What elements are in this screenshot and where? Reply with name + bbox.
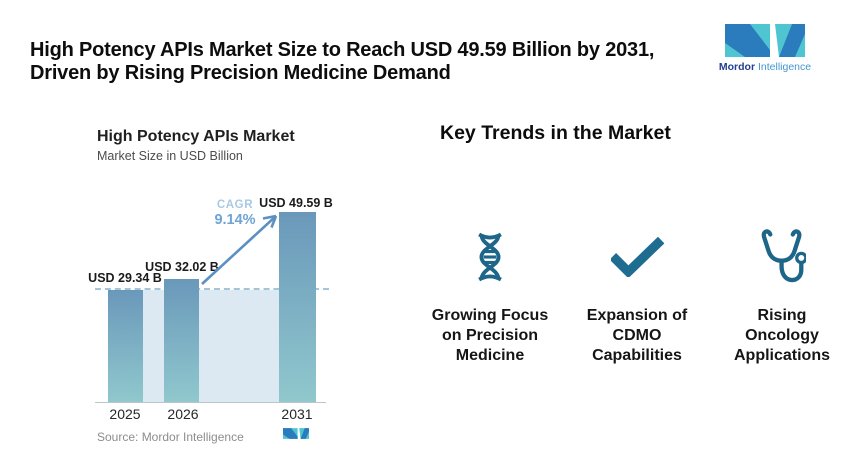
logo-wordmark: Mordor Intelligence [713, 61, 817, 73]
mordor-mini-logo-icon [283, 428, 309, 439]
x-tick-2026: 2026 [167, 406, 199, 422]
page-title: High Potency APIs Market Size to Reach U… [30, 39, 655, 85]
logo-suffix-text: Intelligence [757, 61, 812, 73]
mordor-logo-icon [725, 24, 805, 57]
bar-2031 [279, 212, 316, 402]
trend-icon-box [476, 222, 504, 292]
source-note: Source: Mordor Intelligence [97, 430, 244, 444]
bar-value-label-2025: USD 29.34 B [88, 271, 162, 285]
x-axis-line [95, 402, 326, 403]
bar-2026 [164, 279, 199, 402]
trend-label: Expansion of CDMO Capabilities [586, 307, 688, 364]
cagr-value: 9.14% [214, 212, 256, 228]
stethoscope-icon [761, 229, 806, 283]
logo-brand-text: Mordor [718, 61, 756, 73]
bar-value-label-2026: USD 32.02 B [145, 260, 219, 274]
cagr-label: CAGR [216, 199, 254, 211]
x-tick-2025: 2025 [109, 406, 141, 422]
trend-item-precision-medicine: Growing Focus on Precision Medicine [410, 222, 570, 366]
checkmark-icon [610, 237, 664, 277]
bar-2025 [108, 290, 143, 402]
mordor-logo: Mordor Intelligence [713, 24, 817, 73]
trend-label: Growing Focus on Precision Medicine [431, 307, 549, 364]
trend-label: Rising Oncology Applications [733, 307, 830, 364]
x-tick-2031: 2031 [281, 406, 313, 422]
trends-title: Key Trends in the Market [440, 122, 671, 145]
dna-icon [478, 232, 502, 282]
trend-icon-box [759, 222, 806, 292]
chart-title: High Potency APIs Market [97, 128, 295, 145]
trend-item-cdmo: Expansion of CDMO Capabilities [557, 222, 717, 366]
trend-item-oncology: Rising Oncology Applications [702, 222, 860, 366]
chart-reference-dashed-line [95, 288, 329, 290]
trend-icon-box [610, 222, 664, 292]
bar-value-label-2031: USD 49.59 B [259, 196, 333, 210]
chart-subtitle: Market Size in USD Billion [97, 149, 243, 163]
growth-arrow-icon [201, 214, 278, 285]
